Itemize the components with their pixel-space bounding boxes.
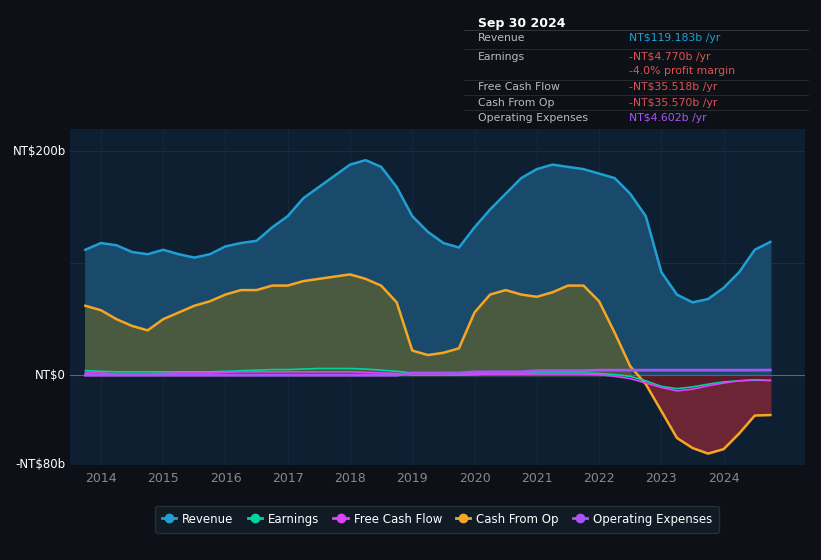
Legend: Revenue, Earnings, Free Cash Flow, Cash From Op, Operating Expenses: Revenue, Earnings, Free Cash Flow, Cash … <box>155 506 719 533</box>
Text: NT$4.602b /yr: NT$4.602b /yr <box>630 113 707 123</box>
Text: -NT$35.570b /yr: -NT$35.570b /yr <box>630 98 718 108</box>
Text: -NT$80b: -NT$80b <box>16 458 66 472</box>
Text: -NT$35.518b /yr: -NT$35.518b /yr <box>630 82 718 92</box>
Text: NT$119.183b /yr: NT$119.183b /yr <box>630 33 721 43</box>
Text: -4.0% profit margin: -4.0% profit margin <box>630 66 736 76</box>
Text: Revenue: Revenue <box>478 33 525 43</box>
Text: -NT$4.770b /yr: -NT$4.770b /yr <box>630 52 711 62</box>
Text: Sep 30 2024: Sep 30 2024 <box>478 17 565 30</box>
Text: Operating Expenses: Operating Expenses <box>478 113 588 123</box>
Text: NT$0: NT$0 <box>34 368 66 382</box>
Text: Free Cash Flow: Free Cash Flow <box>478 82 560 92</box>
Text: NT$200b: NT$200b <box>12 144 66 158</box>
Text: Cash From Op: Cash From Op <box>478 98 554 108</box>
Text: Earnings: Earnings <box>478 52 525 62</box>
